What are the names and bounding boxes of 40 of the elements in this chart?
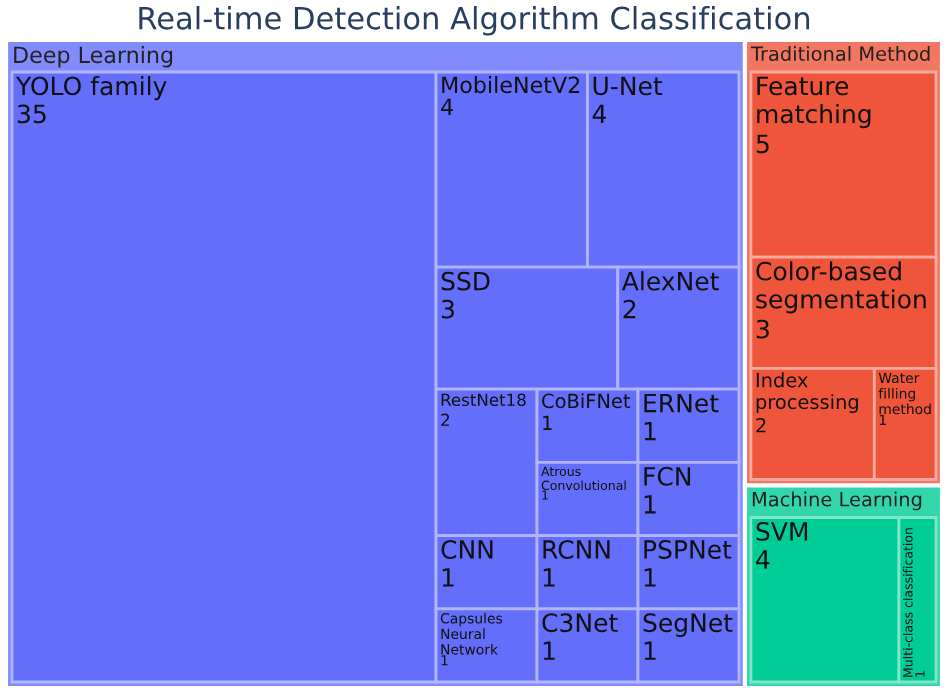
category-label: Index processing (756, 372, 858, 413)
category-label: Feature matching (757, 76, 871, 129)
text: Real-time Detection Algorithm Classification (139, 6, 810, 36)
category-label: FCN (644, 466, 691, 486)
category-label: CNN (441, 540, 493, 559)
data-label: 1 (644, 641, 656, 660)
data-label: 1 (644, 421, 656, 441)
data-label: 1 (543, 568, 555, 587)
data-label: 4 (441, 98, 453, 115)
series-label: Machine Learning (752, 491, 922, 511)
data-label: 2 (756, 417, 766, 433)
category-label: AlexNet (621, 271, 719, 291)
data-label: 3 (756, 319, 769, 339)
data-label: 1 (442, 568, 454, 587)
category-label: SSD (441, 271, 490, 291)
data-label: 1 (543, 641, 555, 660)
category-label: PSPNet (644, 540, 732, 559)
data-label: 4 (756, 550, 770, 569)
series-label: Traditional Method (750, 46, 930, 62)
category-label: Color-based segmentation (756, 261, 926, 314)
category-label: MobileNetV2 (442, 76, 580, 94)
data-label: 1 (644, 495, 656, 514)
category-label: CoBiFNet (542, 393, 631, 409)
category-label: C3Net (542, 613, 618, 633)
data-label: 2 (623, 299, 636, 319)
category-label: RestNet18 (441, 393, 526, 407)
data-label: 35 (17, 104, 46, 124)
category-label: SegNet (643, 613, 733, 637)
data-label: 3 (441, 299, 454, 319)
category-label: RCNN (543, 540, 610, 559)
data-label: 5 (756, 134, 769, 154)
category-label: SVM (756, 521, 808, 541)
category-label: YOLO family (15, 76, 167, 101)
category-label: U-Net (593, 76, 663, 96)
category-label: ERNet (644, 393, 719, 413)
series-label: Deep Learning (14, 46, 173, 68)
data-label: 1 (644, 568, 656, 587)
data-label: 2 (441, 413, 449, 426)
data-label: 4 (592, 104, 606, 123)
data-label: 1 (543, 415, 552, 430)
